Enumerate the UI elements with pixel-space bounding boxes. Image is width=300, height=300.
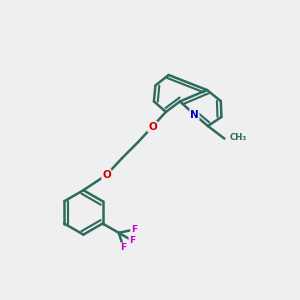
Text: F: F [131, 225, 137, 234]
Text: O: O [148, 122, 157, 132]
Text: O: O [102, 170, 111, 180]
Text: CH₃: CH₃ [230, 134, 247, 142]
Text: F: F [129, 236, 135, 245]
Text: F: F [121, 243, 127, 252]
Text: N: N [190, 110, 199, 120]
